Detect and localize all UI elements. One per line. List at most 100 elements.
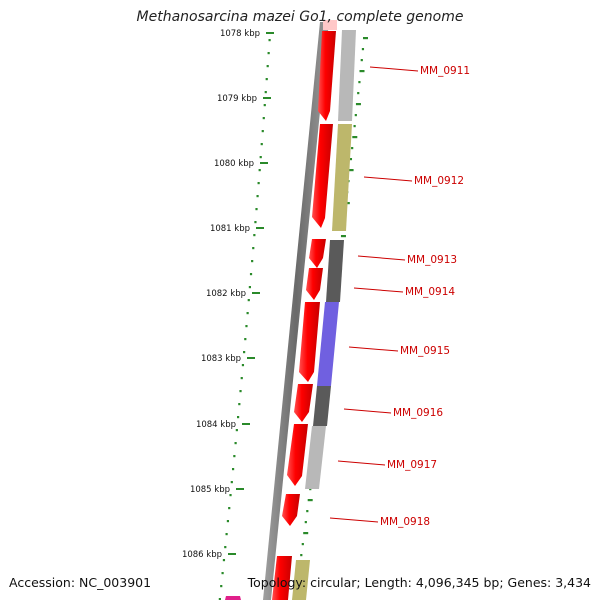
gc-dot xyxy=(240,377,243,380)
gc-dot xyxy=(249,273,253,276)
tick-label: 1078 kbp xyxy=(220,29,260,39)
category-bar-mm-0912 xyxy=(332,124,352,231)
gc-dot xyxy=(230,481,233,484)
gc-dot xyxy=(264,91,267,94)
tick-label: 1084 kbp xyxy=(196,420,236,430)
gene-arrow-mm-0916 xyxy=(294,384,313,422)
gene-label[interactable]: MM_0917 xyxy=(387,459,437,471)
gene-arrow-mm-0917 xyxy=(287,424,308,486)
gene-arrow-mm-0915 xyxy=(299,302,320,382)
gc-dot xyxy=(234,442,237,445)
gc-dot xyxy=(247,299,250,302)
gene-leader-line xyxy=(348,346,399,352)
category-bars xyxy=(292,30,356,600)
gene-label[interactable]: MM_0915 xyxy=(400,345,450,357)
gc-dot xyxy=(243,351,246,354)
gc-dot xyxy=(349,158,353,161)
gene-leader-line xyxy=(337,460,386,466)
gc-dot xyxy=(246,312,249,315)
accession-text: Accession: NC_003901 xyxy=(9,575,152,590)
gc-dot xyxy=(241,364,245,367)
gc-dot xyxy=(348,169,354,172)
gc-dot xyxy=(255,208,258,211)
gene-arrows xyxy=(272,31,336,600)
gc-dots-outer xyxy=(218,39,271,600)
tick-label: 1083 kbp xyxy=(201,354,241,364)
gc-dot xyxy=(266,65,269,68)
gene-leader-line xyxy=(353,287,404,293)
gene-leader-line xyxy=(369,66,419,72)
tick-label: 1086 kbp xyxy=(182,550,222,560)
gc-dot xyxy=(259,156,262,159)
gc-dot xyxy=(221,572,224,575)
gc-dot xyxy=(244,338,247,341)
gene-label[interactable]: MM_0918 xyxy=(380,516,430,528)
gene-label[interactable]: MM_0916 xyxy=(393,407,443,419)
gc-dot xyxy=(225,533,228,536)
gc-dot xyxy=(236,416,240,419)
gc-dot xyxy=(340,235,346,238)
gene-arrow-bottom xyxy=(272,556,292,600)
category-bar-mm-0915 xyxy=(317,302,339,386)
gc-dot xyxy=(253,234,256,237)
gc-dot xyxy=(218,598,221,600)
gc-dot xyxy=(245,325,248,328)
gc-dot xyxy=(304,521,307,524)
gc-dot xyxy=(309,488,312,491)
gc-dot xyxy=(360,59,363,62)
gene-label[interactable]: MM_0911 xyxy=(420,65,470,77)
tick-label: 1082 kbp xyxy=(206,289,246,299)
gc-dot xyxy=(260,143,263,146)
category-bar-bottom xyxy=(292,560,310,600)
gc-dot xyxy=(300,554,303,557)
gene-leader-line xyxy=(329,517,379,523)
gene-arrow-mm-0913 xyxy=(309,239,326,268)
gene-arrow-mm-0918 xyxy=(282,494,300,526)
gene-top-partial xyxy=(323,20,337,30)
gc-dot xyxy=(252,247,255,250)
gc-dot xyxy=(361,48,365,51)
gene-leader-line xyxy=(343,408,392,414)
gc-dot xyxy=(307,499,313,502)
gc-dot xyxy=(353,125,356,128)
gc-dot xyxy=(354,114,357,117)
gene-label[interactable]: MM_0914 xyxy=(405,286,455,298)
gc-dot xyxy=(352,136,358,139)
gc-dot xyxy=(351,147,354,150)
gc-dot xyxy=(229,494,232,497)
gene-label[interactable]: MM_0913 xyxy=(407,254,457,266)
gc-dot xyxy=(220,585,223,588)
backbone xyxy=(263,22,329,600)
category-bar-mm-0911 xyxy=(338,30,356,121)
gc-dot xyxy=(257,182,260,185)
gc-dot xyxy=(357,92,360,95)
gc-dot xyxy=(222,559,226,562)
gc-dot xyxy=(248,286,252,289)
tick-group: 1078 kbp 1079 kbp 1080 kbp 1081 kbp 1082 kbp… xyxy=(182,29,274,560)
gene-arrow-mm-0911 xyxy=(318,31,336,121)
gc-dot xyxy=(238,403,241,406)
gc-dot xyxy=(231,468,235,471)
gc-dot xyxy=(265,78,268,81)
tick-label: 1079 kbp xyxy=(217,94,257,104)
gc-dot xyxy=(226,520,230,523)
gc-dot xyxy=(228,507,231,510)
gc-dot xyxy=(262,117,265,120)
gc-dot xyxy=(359,70,365,73)
category-bar-mm-0913 xyxy=(326,240,344,302)
gc-dot xyxy=(358,81,361,84)
gene-arrow-mm-0914 xyxy=(306,268,323,300)
gc-dot xyxy=(355,103,361,106)
genome-summary-text: Topology: circular; Length: 4,096,345 bp… xyxy=(247,575,591,590)
gc-dot xyxy=(263,104,266,107)
gc-dot xyxy=(363,37,368,40)
gene-leader-line xyxy=(363,176,413,182)
category-bar-mm-0917 xyxy=(305,426,326,489)
gc-dot xyxy=(306,510,309,513)
gene-label[interactable]: MM_0912 xyxy=(414,175,464,187)
gc-dot xyxy=(303,532,309,535)
gc-dot xyxy=(258,169,261,172)
gc-dot xyxy=(256,195,259,198)
tick-label: 1080 kbp xyxy=(214,159,254,169)
